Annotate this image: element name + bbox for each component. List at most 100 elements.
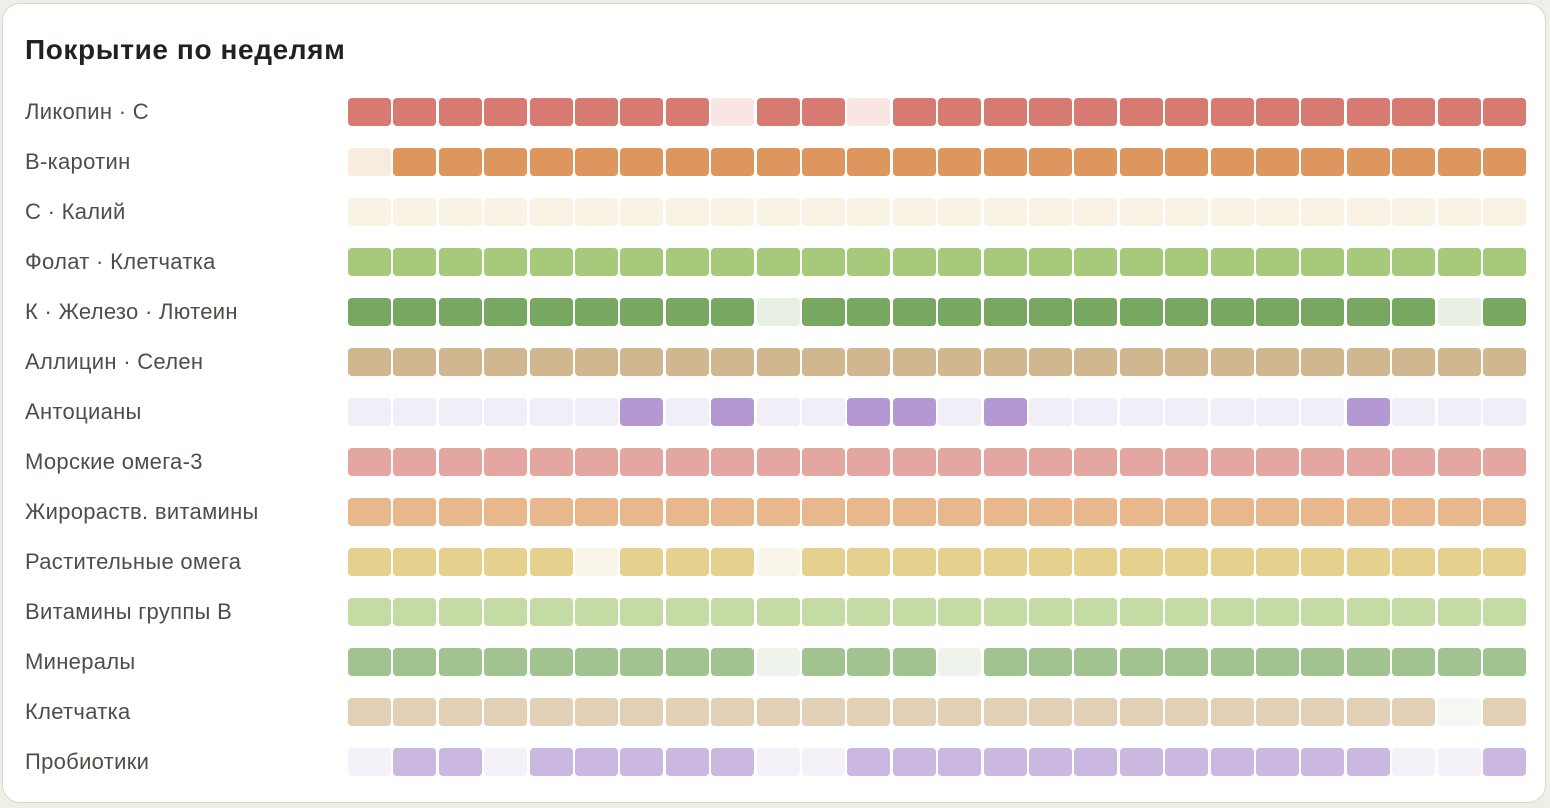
heatmap-cell [438, 448, 482, 476]
heatmap-cell [1483, 248, 1526, 276]
heatmap-cell [484, 598, 528, 626]
heatmap-cell [1210, 348, 1254, 376]
heatmap-cell [711, 348, 755, 376]
heatmap-cell [756, 298, 800, 326]
heatmap-cell [756, 398, 800, 426]
heatmap-cell [756, 148, 800, 176]
heatmap-cell [1165, 498, 1209, 526]
heatmap-cell [484, 248, 528, 276]
heatmap-cell [1210, 248, 1254, 276]
heatmap-cell [1210, 648, 1254, 676]
row-label: В-каротин [25, 149, 131, 174]
heatmap-cell [1483, 98, 1526, 126]
heatmap-cell [938, 198, 982, 226]
heatmap-cell [938, 98, 982, 126]
heatmap-cell [529, 448, 573, 476]
heatmap-cell [1165, 448, 1209, 476]
heatmap-cell [529, 98, 573, 126]
heatmap-cell [983, 498, 1027, 526]
heatmap-cell [484, 498, 528, 526]
heatmap-cell [802, 248, 845, 276]
heatmap-cell [1256, 698, 1299, 726]
heatmap-cell [393, 748, 437, 776]
heatmap-cell [1119, 448, 1163, 476]
heatmap-cell [393, 698, 437, 726]
heatmap-cell [802, 498, 845, 526]
heatmap-cell [1074, 248, 1118, 276]
heatmap-cell [847, 198, 891, 226]
heatmap-cell [484, 298, 528, 326]
heatmap-cell [1210, 548, 1254, 576]
heatmap-cell [529, 348, 573, 376]
heatmap-cell [1346, 248, 1390, 276]
heatmap-cell [575, 648, 618, 676]
heatmap-cell [983, 298, 1027, 326]
heatmap-cell [575, 148, 618, 176]
heatmap-cell [620, 548, 664, 576]
heatmap-cell [1392, 448, 1436, 476]
heatmap-cell [575, 448, 618, 476]
heatmap-cell [575, 198, 618, 226]
heatmap-cell [393, 198, 437, 226]
heatmap-cell [1301, 548, 1345, 576]
heatmap-cell [1437, 548, 1481, 576]
heatmap-cell [1119, 148, 1163, 176]
heatmap-cell [1437, 148, 1481, 176]
heatmap-cell [620, 148, 664, 176]
heatmap-cell [665, 98, 709, 126]
heatmap-cell [1029, 98, 1072, 126]
heatmap-cell [1119, 698, 1163, 726]
heatmap-cell [575, 598, 618, 626]
heatmap-cell [1392, 198, 1436, 226]
heatmap-cell [393, 498, 437, 526]
heatmap-cell [847, 298, 891, 326]
heatmap-cell [802, 548, 845, 576]
heatmap-cell [575, 548, 618, 576]
heatmap-cell [1210, 598, 1254, 626]
heatmap-cell [1483, 298, 1526, 326]
heatmap-cell [1392, 348, 1436, 376]
heatmap-cell [1074, 348, 1118, 376]
heatmap-cell [1483, 448, 1526, 476]
heatmap-cell [1165, 348, 1209, 376]
heatmap-cell [756, 198, 800, 226]
heatmap-cell [393, 98, 437, 126]
heatmap-cell [1165, 398, 1209, 426]
heatmap-cell [348, 598, 391, 626]
heatmap-cell [938, 398, 982, 426]
heatmap-cell [1165, 198, 1209, 226]
heatmap-cell [1392, 98, 1436, 126]
heatmap-cell [802, 398, 845, 426]
heatmap-cell [1437, 298, 1481, 326]
heatmap-cell [1165, 248, 1209, 276]
heatmap-cell [393, 398, 437, 426]
heatmap-cell [938, 748, 982, 776]
heatmap-cell [1437, 598, 1481, 626]
heatmap-cell [484, 698, 528, 726]
heatmap-cell [847, 148, 891, 176]
heatmap-cell [1210, 498, 1254, 526]
heatmap-cell [665, 348, 709, 376]
heatmap-cell [1483, 398, 1526, 426]
heatmap-cell [1256, 148, 1299, 176]
heatmap-cell [665, 148, 709, 176]
heatmap-cell [983, 698, 1027, 726]
heatmap-cell [438, 398, 482, 426]
heatmap-cell [393, 648, 437, 676]
heatmap-cell [1346, 148, 1390, 176]
heatmap-cell [983, 198, 1027, 226]
heatmap-cell [393, 448, 437, 476]
row-label: Фолат · Клетчатка [25, 249, 216, 274]
heatmap-cell [1256, 298, 1299, 326]
heatmap-cell [393, 148, 437, 176]
heatmap-cell [1210, 398, 1254, 426]
heatmap-cell [438, 148, 482, 176]
heatmap-cell [1074, 398, 1118, 426]
heatmap-cell [802, 648, 845, 676]
heatmap-cell [1119, 248, 1163, 276]
heatmap-cell [393, 348, 437, 376]
heatmap-cell [665, 548, 709, 576]
heatmap-cell [1437, 698, 1481, 726]
heatmap-cell [756, 748, 800, 776]
heatmap-cell [665, 648, 709, 676]
